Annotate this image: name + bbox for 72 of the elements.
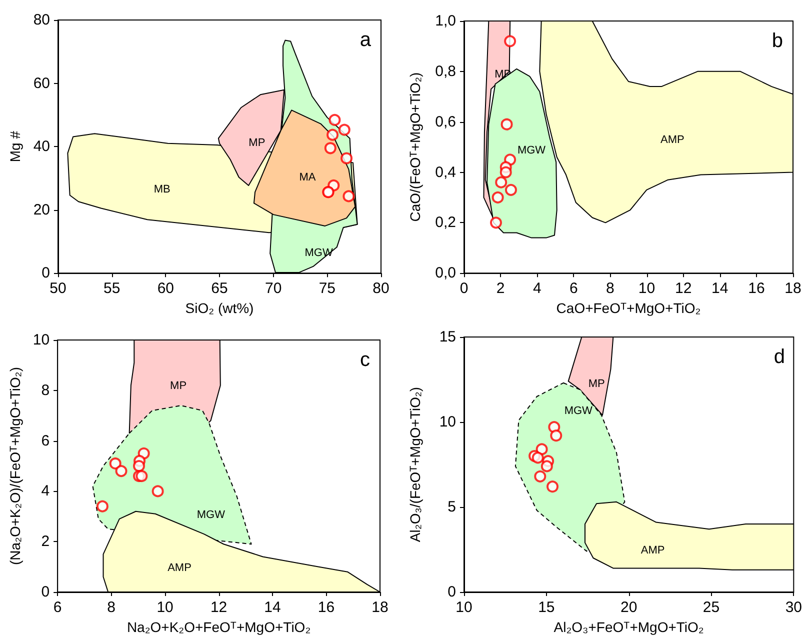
x-tick-label: 16 <box>318 599 335 616</box>
x-tick-label: 6 <box>569 280 578 298</box>
x-tick-label: 12 <box>210 599 228 616</box>
x-tick-label: 60 <box>157 280 174 298</box>
x-tick-label: 6 <box>53 599 62 616</box>
y-tick-label: 4 <box>41 482 50 500</box>
x-tick-label: 20 <box>620 599 638 616</box>
annotation: b <box>772 30 783 52</box>
y-tick-label: 0,2 <box>435 214 456 232</box>
y-axis-title: Al₂O₃/(FeOᵀ+MgO+TiO₂) <box>407 386 423 542</box>
x-tick-label: 10 <box>638 280 656 298</box>
x-tick-label: 8 <box>107 599 116 616</box>
y-axis-title: CaO/(FeOᵀ+MgO+TiO₂) <box>407 72 423 222</box>
x-tick-label: 75 <box>318 280 336 298</box>
y-tick-label: 8 <box>41 382 50 399</box>
series-label: AMP <box>640 544 665 556</box>
x-tick-label: 50 <box>50 280 66 298</box>
series-label: AMP <box>660 134 684 146</box>
y-tick-label: 60 <box>33 74 50 92</box>
x-tick-label: 15 <box>538 599 555 616</box>
series-label: MGW <box>564 404 594 417</box>
series-label: MP <box>170 380 187 392</box>
y-tick-label: 0,8 <box>435 62 456 80</box>
y-axis-title: (Na₂O+K₂O)/(FeOᵀ+MgO+TiO₂) <box>7 366 23 566</box>
series-label: AMP <box>168 562 192 574</box>
x-tick-label: 65 <box>211 280 228 298</box>
x-tick-label: 80 <box>372 280 390 298</box>
x-tick-label: 0 <box>460 280 468 298</box>
x-axis-title: CaO+FeOᵀ+MgO+TiO₂ <box>556 300 701 316</box>
x-tick-label: 14 <box>264 599 281 616</box>
y-tick-label: 0 <box>448 584 456 600</box>
y-axis-title: Mg # <box>7 130 23 162</box>
y-tick-label: 0,6 <box>435 113 456 130</box>
x-axis-title: SiO₂ (wt%) <box>185 300 254 316</box>
x-tick-label: 12 <box>674 280 692 298</box>
x-axis-title: Na₂O+K₂O+FeOᵀ+MgO+TiO₂ <box>126 618 311 635</box>
y-tick-label: 2 <box>41 533 50 550</box>
x-axis-title: Al₂O₃+FeOᵀ+MgO+TiO₂ <box>554 618 704 635</box>
y-tick-label: 80 <box>33 12 50 28</box>
annotation: c <box>360 349 370 371</box>
y-tick-label: 0,4 <box>435 164 456 181</box>
x-tick-label: 14 <box>712 280 728 298</box>
y-tick-label: 20 <box>33 201 50 218</box>
y-tick-label: 0 <box>41 584 50 600</box>
annotation: a <box>360 29 372 51</box>
y-tick-label: 40 <box>33 138 50 156</box>
annotation: d <box>774 346 785 368</box>
x-tick-label: 18 <box>372 599 388 616</box>
y-tick-label: 0,0 <box>435 264 456 282</box>
series-label: MGW <box>196 508 226 521</box>
y-tick-label: 0 <box>42 264 50 282</box>
x-tick-label: 10 <box>156 599 174 616</box>
x-tick-label: 55 <box>103 280 120 298</box>
y-tick-label: 10 <box>439 414 456 430</box>
y-tick-label: 15 <box>439 328 456 346</box>
x-tick-label: 30 <box>785 599 802 616</box>
series-label: MB <box>154 184 170 196</box>
series-label: MP <box>588 378 605 390</box>
x-tick-label: 8 <box>606 280 614 298</box>
y-tick-label: 1,0 <box>435 12 456 30</box>
y-tick-label: 10 <box>32 332 50 348</box>
series-label: MGW <box>517 144 546 156</box>
x-tick-label: 2 <box>496 280 505 298</box>
y-tick-label: 5 <box>448 498 456 516</box>
x-tick-label: 16 <box>748 280 765 298</box>
x-tick-label: 18 <box>784 280 802 298</box>
y-tick-label: 6 <box>41 432 50 450</box>
x-tick-label: 25 <box>702 599 720 616</box>
series-label: MP <box>248 137 266 150</box>
x-tick-label: 4 <box>532 280 542 298</box>
series-label: MA <box>299 172 316 184</box>
x-tick-label: 70 <box>264 280 282 298</box>
